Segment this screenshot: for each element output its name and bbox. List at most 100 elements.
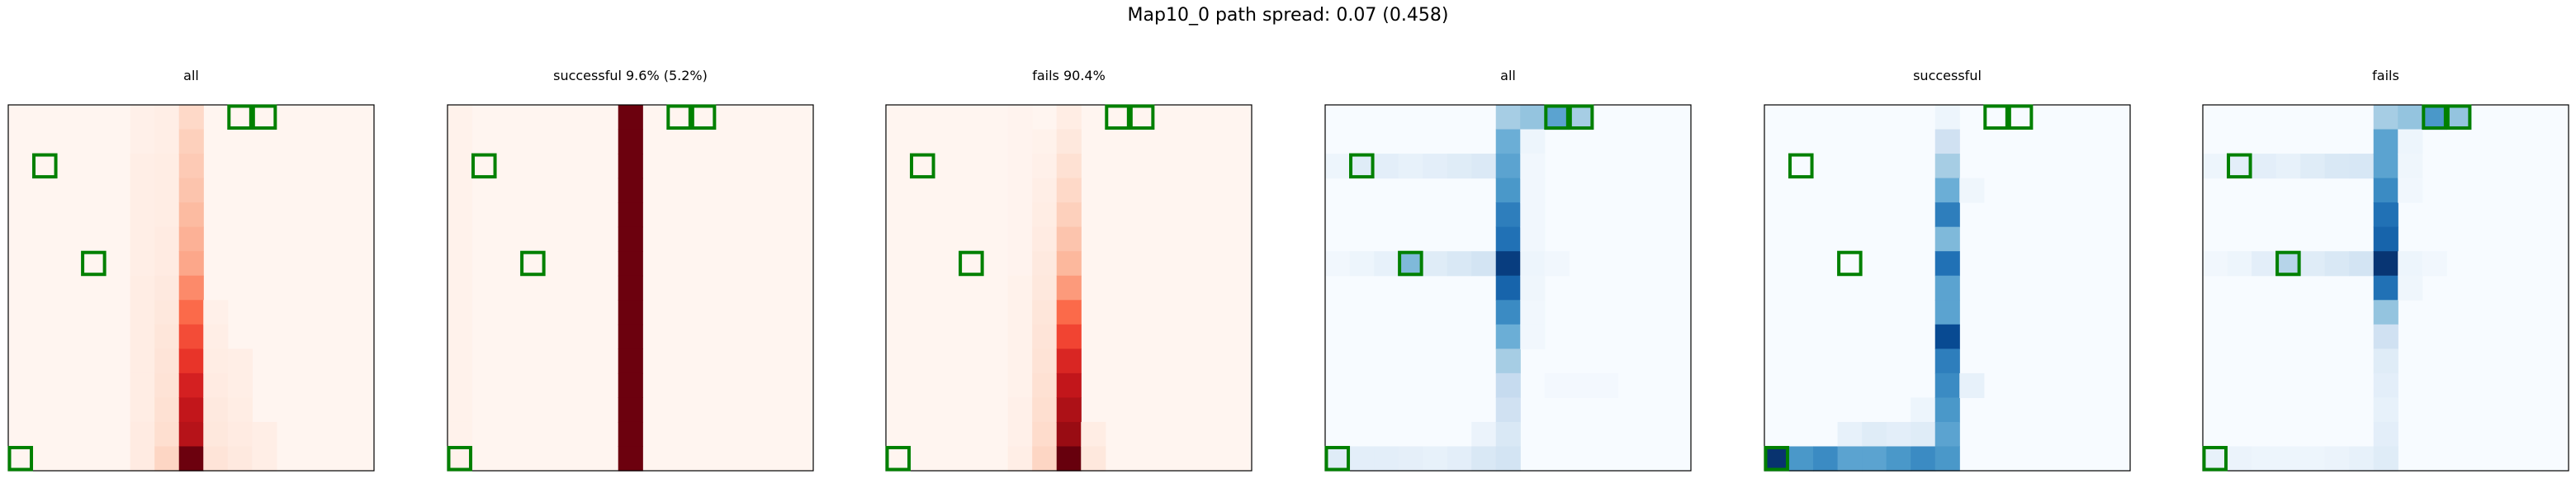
marker-square xyxy=(1105,104,1130,130)
heatmap-cell xyxy=(1544,251,1570,277)
heatmap-cell xyxy=(1471,421,1497,448)
marker-square xyxy=(447,445,473,472)
heatmap-cell xyxy=(1056,421,1082,448)
heatmap-cell xyxy=(2373,251,2398,277)
heatmap-cell xyxy=(1495,300,1521,325)
heatmap-cell xyxy=(1934,446,1960,472)
heatmap-cell xyxy=(618,105,643,130)
heatmap-cell xyxy=(178,324,204,349)
heatmap-cell xyxy=(178,154,204,179)
heatmap-cell xyxy=(2398,251,2423,277)
heatmap-cell xyxy=(2324,154,2350,179)
heatmap-cell xyxy=(1520,202,1546,228)
heatmap-panel-5: successful xyxy=(1764,68,2131,472)
heatmap-cell xyxy=(1056,154,1082,179)
heatmap-panel-4: all xyxy=(1324,68,1692,472)
heatmap-cell xyxy=(1032,202,1058,228)
heatmap-cell xyxy=(1032,275,1058,301)
heatmap-cell xyxy=(178,300,204,325)
heatmap-cell xyxy=(1349,446,1375,472)
heatmap-cell xyxy=(130,154,155,179)
heatmap-cell xyxy=(447,324,473,349)
heatmap-cell xyxy=(1032,154,1058,179)
heatmap-cell xyxy=(618,397,643,423)
marker-square xyxy=(1398,250,1423,277)
heatmap-cell xyxy=(2373,129,2398,154)
heatmap-cell xyxy=(618,251,643,277)
heatmap-cell xyxy=(1056,129,1082,154)
heatmap-cell xyxy=(618,446,643,472)
heatmap-cell xyxy=(1007,397,1033,423)
heatmap-cell xyxy=(2349,251,2375,277)
heatmap-cell xyxy=(1934,372,1960,398)
panel-title: fails xyxy=(2372,68,2399,83)
heatmap-cell xyxy=(1032,349,1058,374)
heatmap-cell xyxy=(130,178,155,203)
heatmap-panel-2: successful 9.6% (5.2%) xyxy=(447,68,814,472)
heatmap-cell xyxy=(1325,446,1351,472)
marker-square xyxy=(690,104,717,130)
marker-square xyxy=(520,250,546,277)
heatmap-cell xyxy=(2300,154,2326,179)
heatmap-cell xyxy=(1911,421,1936,448)
heatmap-cell xyxy=(2373,324,2398,349)
heatmap-cell xyxy=(1056,251,1082,277)
heatmap-cell xyxy=(1886,421,1911,448)
heatmap-cell xyxy=(1934,275,1960,301)
heatmap-cell xyxy=(154,349,180,374)
heatmap-cell xyxy=(618,421,643,448)
heatmap-cell xyxy=(130,275,155,301)
heatmap-cell xyxy=(1007,226,1033,252)
heatmap-cell xyxy=(154,324,180,349)
heatmap-cell xyxy=(1495,154,1521,179)
marker-square xyxy=(959,250,984,277)
heatmap-cell xyxy=(1007,324,1033,349)
heatmap-cell xyxy=(2227,251,2252,277)
marker-square xyxy=(2202,445,2228,472)
heatmap-cell xyxy=(227,397,253,423)
marker-square xyxy=(7,445,34,472)
heatmap-cell xyxy=(178,226,204,252)
heatmap-cell xyxy=(1471,446,1497,472)
marker-square xyxy=(666,104,692,130)
heatmap-cell xyxy=(447,105,473,130)
heatmap-cell xyxy=(1569,105,1594,130)
heatmap-cell xyxy=(1934,105,1960,130)
heatmap-cell xyxy=(1495,324,1521,349)
axes-frame xyxy=(447,104,814,472)
heatmap-cell xyxy=(1032,372,1058,398)
heatmap-cell xyxy=(1471,154,1497,179)
axes-frame xyxy=(2202,104,2569,472)
heatmap-cell xyxy=(2373,349,2398,374)
heatmap-cell xyxy=(2446,105,2472,130)
heatmap-cell xyxy=(447,275,473,301)
marker-square xyxy=(1544,104,1570,130)
heatmap-cell xyxy=(2373,397,2398,423)
heatmap-cell xyxy=(130,372,155,398)
heatmap-cell xyxy=(1056,202,1082,228)
heatmap-cell xyxy=(2275,251,2301,277)
heatmap-cell xyxy=(618,300,643,325)
heatmap-cell xyxy=(154,226,180,252)
heatmap-cell xyxy=(154,300,180,325)
heatmap-cell xyxy=(2398,275,2423,301)
heatmap-cell xyxy=(154,275,180,301)
heatmap-cell xyxy=(1520,154,1546,179)
heatmap-cell xyxy=(178,275,204,301)
heatmap-cell xyxy=(203,372,229,398)
heatmap-cell xyxy=(2373,421,2398,448)
heatmap-cell xyxy=(203,397,229,423)
marker-square xyxy=(32,153,58,179)
marker-square xyxy=(2227,153,2252,179)
heatmap-cell xyxy=(1934,397,1960,423)
heatmap-cell xyxy=(227,446,253,472)
heatmap-cell xyxy=(1056,324,1082,349)
heatmap-cell xyxy=(2203,446,2228,472)
heatmap-cell xyxy=(178,251,204,277)
heatmap-cell xyxy=(1447,154,1472,179)
heatmap-cell xyxy=(1032,397,1058,423)
marker-square xyxy=(2446,104,2472,130)
figure-title: Map10_0 path spread: 0.07 (0.458) xyxy=(1127,5,1449,26)
heatmap-cell xyxy=(1911,446,1936,472)
